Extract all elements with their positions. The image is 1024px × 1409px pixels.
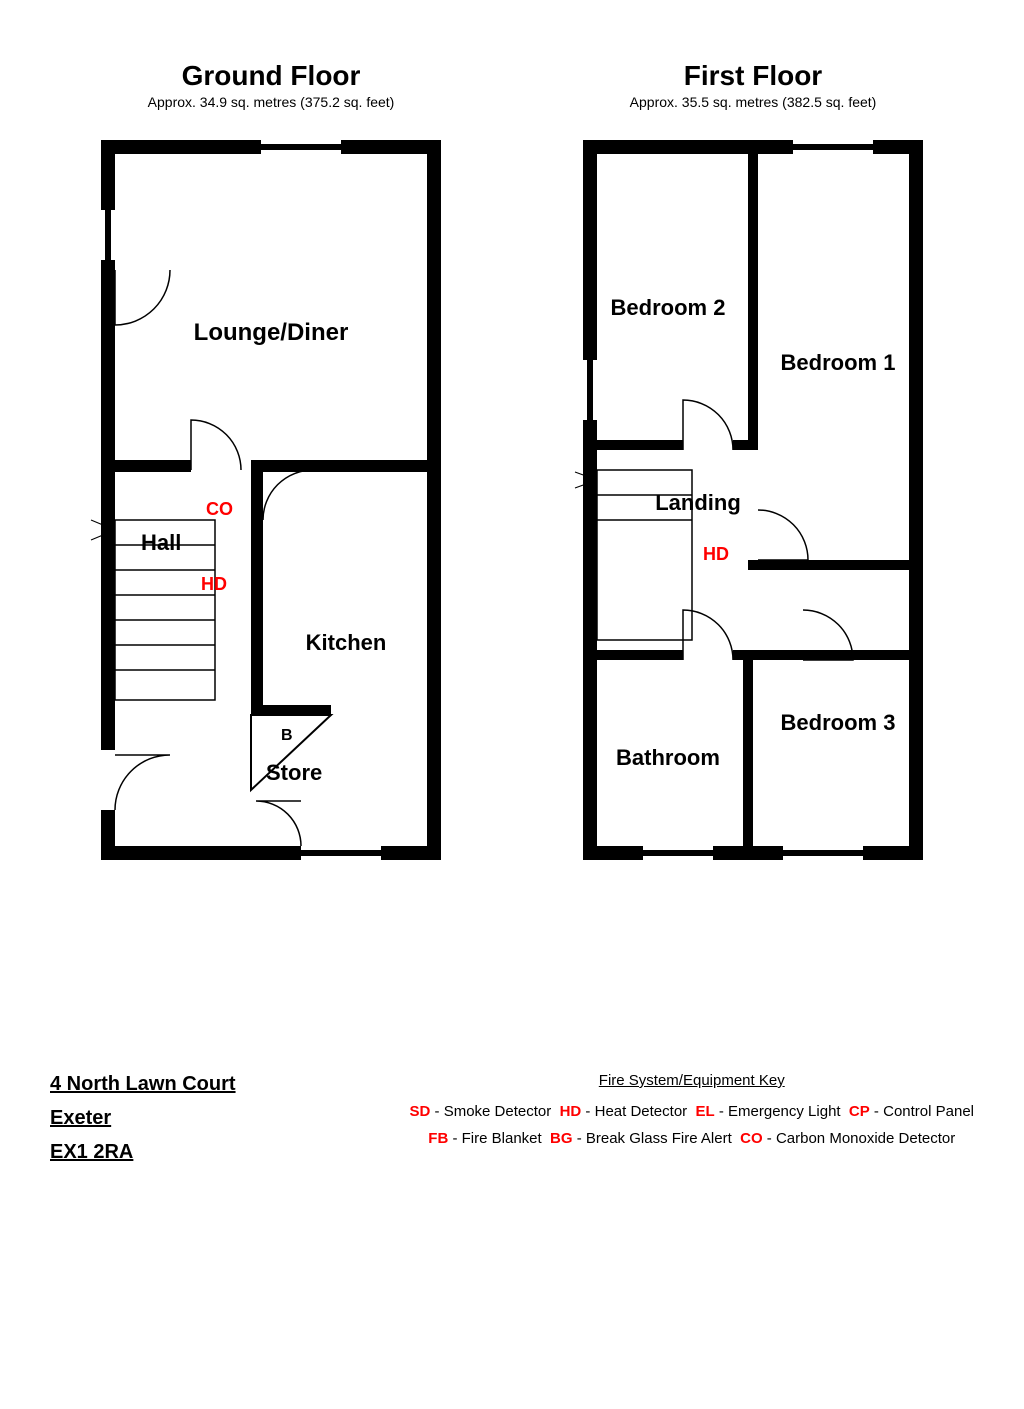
- bed3-label: Bedroom 3: [781, 710, 896, 735]
- bed1-label: Bedroom 1: [781, 350, 896, 375]
- first-floor-column: First Floor Approx. 35.5 sq. metres (382…: [533, 60, 973, 880]
- kitchen-label: Kitchen: [306, 630, 387, 655]
- ground-floor-column: Ground Floor Approx. 34.9 sq. metres (37…: [51, 60, 491, 880]
- first-floor-plan: Bedroom 2 Bedroom 1 Landing Bedroom 3 Ba…: [563, 140, 943, 880]
- bath-label: Bathroom: [616, 745, 720, 770]
- legend-title: Fire System/Equipment Key: [410, 1067, 974, 1094]
- b-label: B: [281, 727, 293, 744]
- floorplan-container: Ground Floor Approx. 34.9 sq. metres (37…: [0, 0, 1024, 880]
- first-floor-title: First Floor: [684, 60, 822, 92]
- address-block: 4 North Lawn Court Exeter EX1 2RA: [50, 1067, 236, 1169]
- legend-block: Fire System/Equipment Key SD - Smoke Det…: [410, 1067, 974, 1169]
- hd-marker-ground: HD: [201, 574, 227, 594]
- address-line2: Exeter: [50, 1101, 236, 1135]
- hd-marker-first: HD: [703, 544, 729, 564]
- ground-floor-subtitle: Approx. 34.9 sq. metres (375.2 sq. feet): [148, 94, 395, 110]
- address-line3: EX1 2RA: [50, 1135, 236, 1169]
- legend-row-1: SD - Smoke Detector HD - Heat Detector E…: [410, 1098, 974, 1125]
- ground-floor-plan: Lounge/Diner Hall Kitchen Store B CO HD: [81, 140, 461, 880]
- landing-label: Landing: [655, 490, 741, 515]
- legend-row-2: FB - Fire Blanket BG - Break Glass Fire …: [410, 1125, 974, 1152]
- first-floor-subtitle: Approx. 35.5 sq. metres (382.5 sq. feet): [630, 94, 877, 110]
- hall-label: Hall: [141, 530, 181, 555]
- ground-floor-title: Ground Floor: [182, 60, 361, 92]
- lounge-label: Lounge/Diner: [194, 319, 349, 346]
- store-label: Store: [266, 760, 322, 785]
- address-line1: 4 North Lawn Court: [50, 1067, 236, 1101]
- footer: 4 North Lawn Court Exeter EX1 2RA Fire S…: [0, 1067, 1024, 1169]
- co-marker: CO: [206, 499, 233, 519]
- bed2-label: Bedroom 2: [611, 295, 726, 320]
